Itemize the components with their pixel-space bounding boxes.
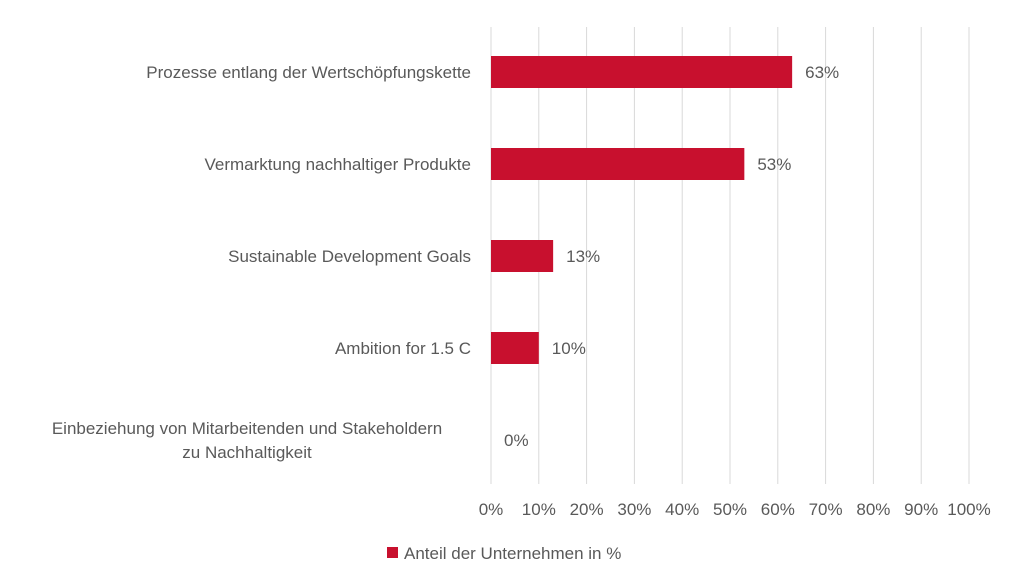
x-tick-label: 30%	[617, 500, 651, 519]
category-label-line: zu Nachhaltigkeit	[182, 443, 312, 462]
x-tick-label: 10%	[522, 500, 556, 519]
category-label: Vermarktung nachhaltiger Produkte	[205, 155, 472, 174]
category-label-line: Einbeziehung von Mitarbeitenden und Stak…	[52, 419, 442, 438]
category-label-line: Prozesse entlang der Wertschöpfungskette	[146, 63, 471, 82]
category-label-line: Vermarktung nachhaltiger Produkte	[205, 155, 472, 174]
category-label: Einbeziehung von Mitarbeitenden und Stak…	[52, 419, 442, 462]
category-label-line: Sustainable Development Goals	[228, 247, 471, 266]
data-label: 53%	[757, 155, 791, 174]
bar	[491, 240, 554, 272]
data-label: 10%	[552, 339, 586, 358]
bar	[491, 332, 539, 364]
bars	[491, 56, 793, 364]
category-labels: Prozesse entlang der Wertschöpfungskette…	[52, 63, 471, 462]
x-tick-label: 20%	[570, 500, 604, 519]
category-label: Sustainable Development Goals	[228, 247, 471, 266]
x-tick-label: 70%	[809, 500, 843, 519]
data-label: 63%	[805, 63, 839, 82]
data-labels: 63% 53% 13% 10% 0%	[504, 63, 839, 450]
data-label: 13%	[566, 247, 600, 266]
x-tick-label: 0%	[479, 500, 504, 519]
category-label-line: Ambition for 1.5 C	[335, 339, 471, 358]
x-tick-label: 40%	[665, 500, 699, 519]
x-tick-label: 80%	[856, 500, 890, 519]
x-tick-label: 90%	[904, 500, 938, 519]
legend-label: Anteil der Unternehmen in %	[404, 544, 621, 563]
x-tick-label: 50%	[713, 500, 747, 519]
x-tick-label: 60%	[761, 500, 795, 519]
category-label: Ambition for 1.5 C	[335, 339, 471, 358]
bar	[491, 56, 793, 88]
x-axis-tick-labels: 0% 10% 20% 30% 40% 50% 60% 70% 80% 90% 100%	[479, 500, 991, 519]
bar	[491, 148, 745, 180]
x-tick-label: 100%	[947, 500, 990, 519]
grid-lines	[490, 27, 970, 484]
category-label: Prozesse entlang der Wertschöpfungskette	[146, 63, 471, 82]
legend-swatch	[387, 547, 398, 558]
data-label: 0%	[504, 431, 529, 450]
legend: Anteil der Unternehmen in %	[387, 544, 621, 563]
